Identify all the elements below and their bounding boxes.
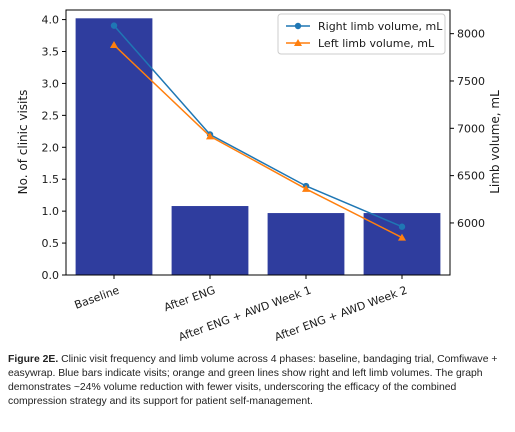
caption-text: Clinic visit frequency and limb volume a…	[8, 354, 498, 407]
y-left-axis-label: No. of clinic visits	[16, 90, 30, 195]
left-tick-label-4: 1.5	[42, 173, 60, 186]
x-tick-label-2: After ENG	[162, 284, 217, 315]
legend-box	[277, 13, 446, 55]
line-series-1	[113, 25, 403, 228]
bar-4	[363, 213, 441, 275]
left-tick-label-8: 3.5	[42, 46, 60, 59]
bar-3	[267, 213, 345, 275]
point-series-2-3	[302, 184, 310, 192]
chart: 0.0 0.5 1.0 1.5 2.0 2.5 3.0 3.5 4.0 6000 6500 7000…	[16, 9, 502, 344]
bar-2	[171, 206, 249, 275]
point-series-1-1	[110, 22, 118, 29]
left-tick-label-6: 2.5	[42, 109, 60, 122]
point-series-2-2	[206, 132, 214, 140]
x-tick-label-1: Baseline	[73, 284, 121, 312]
bar-1	[75, 18, 153, 275]
right-tick-label-2: 6500	[457, 170, 485, 183]
left-tick-label-7: 3.0	[42, 77, 60, 90]
left-tick-label-5: 2.0	[42, 141, 60, 154]
point-series-2-4	[398, 233, 406, 241]
legend-right-marker	[294, 22, 302, 30]
line-series-2	[113, 44, 403, 239]
left-tick-label-2: 0.5	[42, 237, 60, 250]
plot-frame	[65, 9, 451, 276]
point-series-1-4	[398, 223, 406, 230]
point-series-2-1	[110, 41, 118, 49]
right-tick-label-1: 6000	[457, 217, 485, 230]
caption-label: Figure 2E.	[8, 354, 59, 365]
bars-layer	[75, 18, 441, 275]
legend: Right limb volume, mL Left limb volume, …	[277, 13, 446, 55]
right-tick-label-3: 7000	[457, 122, 485, 135]
left-tick-label-1: 0.0	[42, 269, 60, 282]
legend-right-label: Right limb volume, mL	[318, 20, 443, 33]
legend-left-label: Left limb volume, mL	[318, 37, 435, 50]
lines-layer	[110, 22, 406, 241]
left-tick-label-9: 4.0	[42, 14, 60, 27]
figure-caption: Figure 2E. Clinic visit frequency and li…	[8, 353, 508, 409]
right-tick-label-5: 8000	[457, 28, 485, 41]
y-right-axis-label: Limb volume, mL	[488, 90, 502, 194]
left-axis: 0.0 0.5 1.0 1.5 2.0 2.5 3.0 3.5 4.0	[42, 14, 66, 282]
legend-left-marker	[294, 39, 302, 46]
left-tick-label-3: 1.0	[42, 205, 60, 218]
right-axis: 6000 6500 7000 7500 8000	[450, 28, 485, 230]
right-tick-label-4: 7500	[457, 75, 485, 88]
